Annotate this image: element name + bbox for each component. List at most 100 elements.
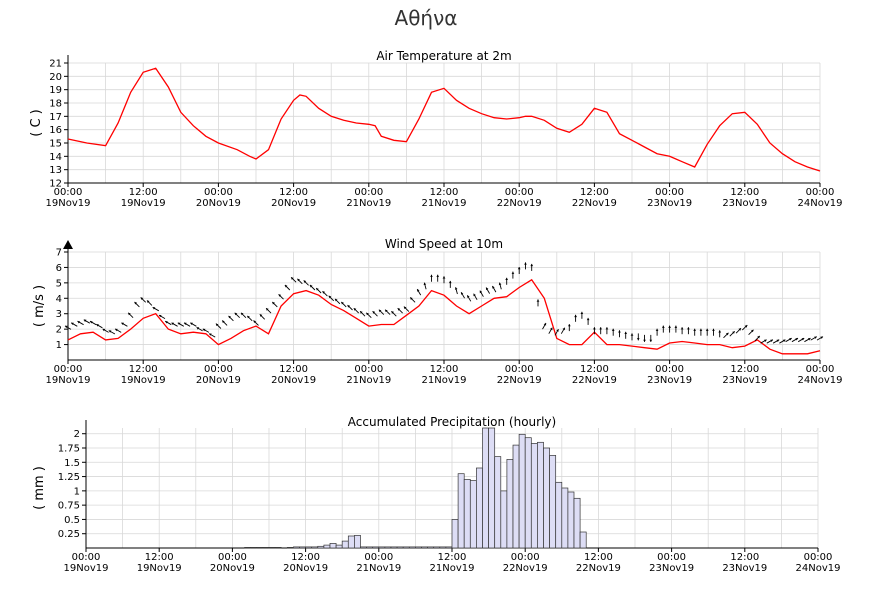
- precip-bar: [335, 544, 343, 549]
- precip-bar: [469, 480, 477, 549]
- wind-vector-head: [278, 294, 282, 297]
- wind-vector-head: [385, 309, 388, 313]
- x-tick-label: 00:00: [354, 364, 383, 375]
- precip-bar: [347, 535, 355, 549]
- wind-vector-head: [764, 339, 767, 342]
- x-tick-label: 12:00: [580, 187, 609, 198]
- wind-vector-head: [108, 330, 112, 333]
- x-tick-date-label: 22Nov19: [497, 198, 542, 209]
- precip-bar: [500, 490, 508, 549]
- wind-vector-head: [505, 277, 508, 280]
- chart-title: Accumulated Precipitation (hourly): [348, 415, 556, 429]
- wind-vector-head: [347, 305, 351, 308]
- wind-speed-line: [67, 278, 821, 355]
- wind-vector-head: [674, 325, 678, 328]
- precip-bar: [250, 547, 258, 549]
- wind-vector-head: [680, 327, 684, 330]
- y-tick-label: 2: [56, 325, 62, 336]
- x-tick-label: 12:00: [584, 552, 613, 563]
- wind-vector-head: [234, 312, 238, 316]
- chart-title: Air Temperature at 2m: [376, 49, 511, 63]
- x-tick-label: 00:00: [655, 187, 684, 198]
- x-tick-date-label: 21Nov19: [422, 198, 467, 209]
- precip-bar: [518, 433, 526, 549]
- precip-bar: [463, 479, 471, 549]
- y-tick-label: 1.5: [64, 458, 80, 469]
- precip-bar: [439, 546, 447, 549]
- wind-vector-head: [165, 321, 168, 324]
- wind-vector-head: [630, 333, 634, 336]
- x-tick-date-label: 22Nov19: [503, 563, 548, 574]
- wind-vector-head: [814, 336, 817, 339]
- wind-vector-head: [297, 278, 300, 282]
- precip-bar: [524, 437, 532, 549]
- x-tick-label: 12:00: [279, 187, 308, 198]
- wind-vector-head: [403, 306, 407, 310]
- wind-vector-head: [71, 322, 74, 325]
- precip-bar: [457, 473, 465, 549]
- x-tick-date-label: 24Nov19: [796, 563, 841, 574]
- precip-bar: [476, 467, 483, 549]
- wind-vector-head: [586, 317, 590, 321]
- wind-vector-head: [770, 339, 773, 342]
- x-tick-label: 12:00: [430, 187, 459, 198]
- precip-bar: [408, 546, 416, 549]
- wind-vector-head: [511, 271, 515, 274]
- x-tick-date-label: 20Nov19: [196, 198, 241, 209]
- wind-vector-head: [291, 277, 294, 280]
- wind-vector-head: [789, 338, 792, 341]
- x-tick-date-label: 19Nov19: [121, 198, 166, 209]
- x-tick-date-label: 23Nov19: [722, 375, 767, 386]
- wind-vector-head: [397, 308, 401, 311]
- chart-title: Wind Speed at 10m: [385, 237, 503, 251]
- x-tick-date-label: 21Nov19: [346, 198, 391, 209]
- x-tick-label: 12:00: [279, 364, 308, 375]
- wind-vector-head: [473, 293, 476, 297]
- x-tick-label: 00:00: [655, 364, 684, 375]
- precip-bar: [561, 487, 569, 549]
- wind-vector-head: [751, 329, 754, 333]
- x-tick-label: 00:00: [511, 552, 540, 563]
- wind-vector-head: [417, 289, 420, 292]
- x-tick-date-label: 20Nov19: [271, 375, 316, 386]
- x-tick-date-label: 19Nov19: [46, 198, 91, 209]
- x-tick-label: 12:00: [129, 187, 158, 198]
- wind-vector-head: [341, 302, 344, 305]
- wind-vector-head: [360, 311, 363, 314]
- wind-vector-head: [322, 291, 325, 294]
- wind-vector-head: [467, 295, 470, 298]
- precip-bar: [494, 456, 502, 549]
- y-tick-label: 5: [56, 278, 62, 289]
- wind-vector-head: [536, 299, 540, 302]
- wind-vector-head: [372, 311, 376, 314]
- wind-vector-head: [618, 330, 621, 333]
- precip-bar: [311, 546, 319, 549]
- wind-vector-head: [693, 328, 696, 331]
- wind-vector-head: [128, 312, 131, 316]
- axis-arrow-icon: [63, 240, 73, 249]
- precip-bar: [299, 546, 306, 549]
- wind-vector-head: [636, 338, 640, 341]
- wind-vector-head: [410, 297, 413, 300]
- x-tick-date-label: 20Nov19: [271, 198, 316, 209]
- y-tick-label: 13: [49, 165, 62, 176]
- x-tick-date-label: 19Nov19: [46, 375, 91, 386]
- wind-vector-head: [65, 325, 68, 329]
- wind-vector-head: [266, 308, 269, 311]
- precip-bar: [579, 531, 587, 549]
- wind-vector-head: [121, 322, 124, 325]
- wind-vector-head: [524, 262, 527, 265]
- wind-vector-head: [782, 339, 786, 342]
- wind-vector-head: [353, 308, 357, 311]
- y-tick-label: 17: [49, 112, 62, 123]
- wind-vector-head: [391, 311, 394, 314]
- precip-bar: [372, 546, 380, 549]
- y-tick-label: 1.75: [58, 444, 80, 455]
- wind-vector-head: [171, 322, 175, 325]
- x-tick-label: 00:00: [204, 187, 233, 198]
- wind-vector-head: [725, 332, 729, 336]
- x-tick-date-label: 21Nov19: [346, 375, 391, 386]
- precip-bar: [543, 447, 550, 549]
- wind-vector-head: [378, 309, 382, 313]
